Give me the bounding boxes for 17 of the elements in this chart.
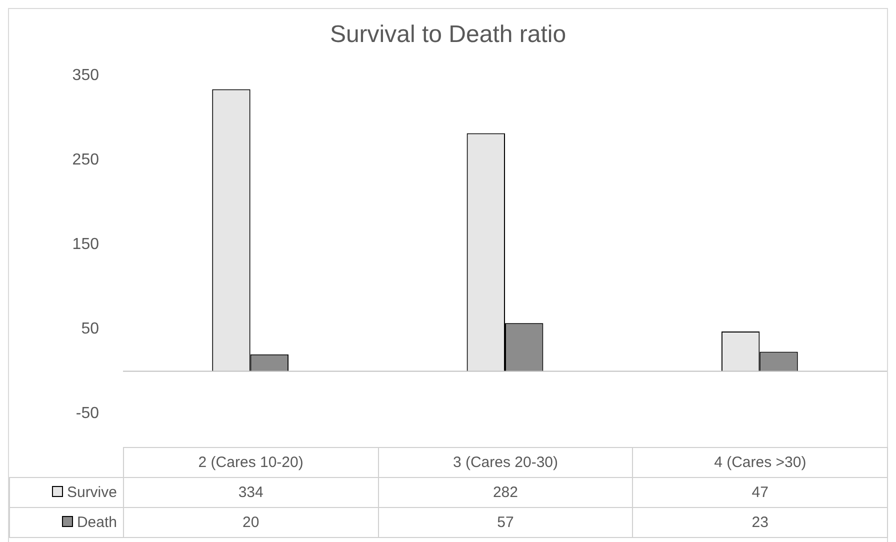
data-label: 23	[632, 508, 888, 538]
data-label: 282	[378, 478, 633, 508]
x-tick-label: 2 (Cares 10-20)	[124, 448, 378, 478]
data-label: 57	[378, 508, 633, 538]
data-label: 334	[124, 478, 378, 508]
y-tick-label: -50	[76, 404, 100, 422]
x-tick-label: 3 (Cares 20-30)	[378, 448, 633, 478]
data-label: 20	[124, 508, 378, 538]
y-tick-label: 150	[72, 236, 100, 254]
y-tick-label: 350	[72, 67, 100, 84]
data-label: 47	[632, 478, 888, 508]
y-tick-label: 250	[72, 152, 100, 169]
legend-label: Survive	[10, 478, 124, 508]
x-tick-label: 4 (Cares >30)	[632, 448, 888, 478]
legend-label: Death	[10, 508, 124, 538]
chart-title: Survival to Death ratio	[330, 21, 566, 48]
y-tick-label: 50	[81, 320, 100, 338]
